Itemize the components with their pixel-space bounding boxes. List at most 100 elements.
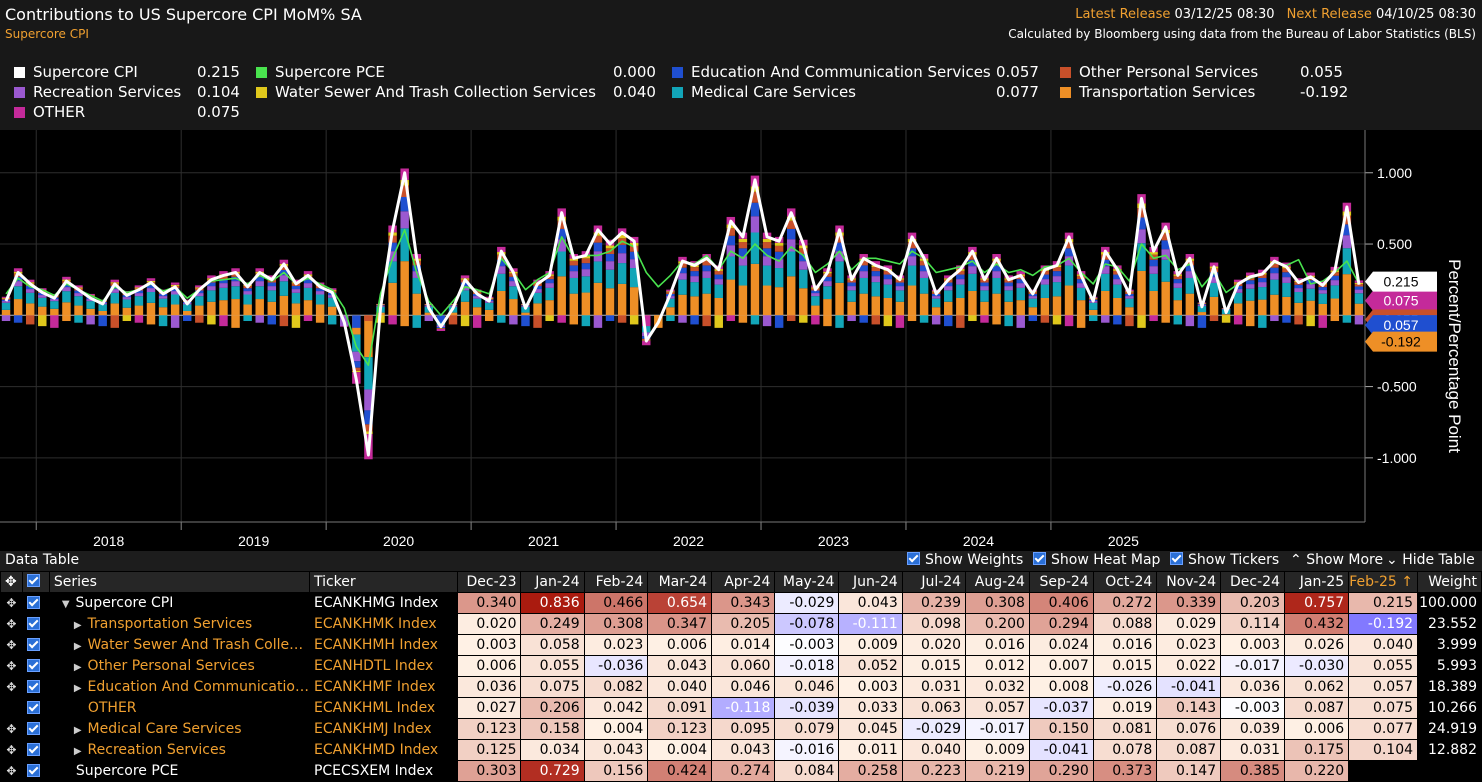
move-icon[interactable]: ✥ [0, 592, 23, 614]
bar-segment [1185, 271, 1195, 278]
table-cell: 0.034 [520, 739, 585, 761]
move-icon[interactable]: ✥ [0, 676, 23, 698]
series-name[interactable]: ▼ Supercore CPI [48, 592, 310, 614]
show-heatmap-toggle[interactable]: Show Heat Map [1033, 552, 1160, 568]
select-all-checkbox[interactable] [21, 571, 50, 593]
expand-icon[interactable]: ▶ [73, 725, 82, 736]
series-name[interactable]: ▶ Water Sewer And Trash Colle… [48, 634, 310, 656]
col-header-weight[interactable]: Weight [1417, 571, 1482, 593]
col-header-month[interactable]: Dec-23 [456, 571, 522, 593]
row-checkbox[interactable] [21, 718, 50, 740]
bar-segment [170, 315, 180, 328]
col-header-month[interactable]: Nov-24 [1156, 571, 1222, 593]
move-icon[interactable]: ✥ [0, 739, 23, 761]
col-header-month[interactable]: May-24 [774, 571, 840, 593]
table-row[interactable]: OTHER ECANKHML Index 0.027 0.206 0.042 0.091-… [0, 697, 1482, 719]
legend-item[interactable]: Medical Care Services 0.077 [672, 82, 1039, 102]
series-name[interactable]: Supercore PCE [48, 760, 310, 782]
legend-item[interactable]: Supercore PCE 0.000 [256, 62, 656, 82]
series-label: Supercore PCE [75, 763, 179, 779]
row-checkbox[interactable] [21, 760, 50, 782]
col-header-month[interactable]: Oct-24 [1092, 571, 1158, 593]
legend-item[interactable]: Transportation Services -0.192 [1060, 82, 1348, 102]
table-cell: 0.729 [520, 760, 585, 782]
move-icon[interactable]: ✥ [0, 634, 23, 656]
bar-segment [642, 315, 651, 327]
table-row[interactable]: ✥ ▶ Transportation Services ECANKHMK Index 0… [0, 613, 1482, 635]
show-more-button[interactable]: ⌃ Show More [1290, 552, 1383, 568]
bar-segment [460, 275, 470, 279]
table-cell: 0.125 [456, 739, 522, 761]
col-header-month[interactable]: Apr-24 [710, 571, 776, 593]
expand-icon[interactable]: ▶ [73, 683, 82, 694]
move-icon[interactable]: ✥ [0, 613, 23, 635]
series-name[interactable]: ▶ Recreation Services [48, 739, 310, 761]
series-name[interactable]: ▶ Other Personal Services [48, 655, 310, 677]
row-checkbox[interactable] [21, 592, 50, 614]
table-cell: 0.258 [838, 760, 903, 782]
move-icon[interactable]: ✥ [0, 571, 23, 593]
table-row[interactable]: ✥ Supercore PCE PCECSXEM Index 0.303 0.729 0.… [0, 760, 1482, 782]
bar-segment [666, 298, 675, 308]
bar-segment [1209, 272, 1219, 278]
col-header-month[interactable]: Aug-24 [965, 571, 1030, 593]
col-header-month[interactable]: Sep-24 [1028, 571, 1094, 593]
show-weights-toggle[interactable]: Show Weights [907, 552, 1023, 568]
table-row[interactable]: ✥ ▼ Supercore CPI ECANKHMG Index 0.340 0.836 0… [0, 592, 1482, 614]
col-header-ticker[interactable]: Ticker [308, 571, 458, 593]
series-name[interactable]: ▶ Education And Communicatio… [48, 676, 310, 698]
row-checkbox[interactable] [21, 697, 50, 719]
row-checkbox[interactable] [21, 634, 50, 656]
expand-icon[interactable]: ▶ [73, 662, 82, 673]
table-row[interactable]: ✥ ▶ Water Sewer And Trash Colle… ECANKHMH I… [0, 634, 1482, 656]
table-row[interactable]: ✥ ▶ Other Personal Services ECANHDTL Index 0… [0, 655, 1482, 677]
table-row[interactable]: ✥ ▶ Medical Care Services ECANKHMJ Index 0.1… [0, 718, 1482, 740]
row-checkbox[interactable] [21, 655, 50, 677]
bar-segment [1064, 285, 1074, 316]
legend-item[interactable]: Water Sewer And Trash Collection Service… [256, 82, 656, 102]
bar-segment [992, 260, 1001, 266]
legend-item[interactable]: Supercore CPI 0.215 [14, 62, 240, 82]
table-row[interactable]: ✥ ▶ Recreation Services ECANKHMD Index 0.125… [0, 739, 1482, 761]
move-icon[interactable]: ✥ [0, 655, 23, 677]
show-tickers-toggle[interactable]: Show Tickers [1170, 552, 1279, 568]
move-icon[interactable]: ✥ [0, 760, 23, 782]
col-header-month-sorted[interactable]: Feb-25 ↑ [1348, 571, 1419, 593]
bar-segment [291, 279, 301, 283]
expand-icon[interactable]: ▶ [73, 620, 82, 631]
legend-item[interactable]: OTHER 0.075 [14, 102, 240, 122]
collapse-icon[interactable]: ▼ [61, 599, 70, 610]
col-header-month[interactable]: Dec-24 [1220, 571, 1285, 593]
series-name[interactable]: ▶ Transportation Services [48, 613, 310, 635]
row-checkbox[interactable] [21, 676, 50, 698]
bar-segment [1137, 243, 1146, 271]
col-header-month[interactable]: Jul-24 [901, 571, 967, 593]
col-header-series[interactable]: Series [48, 571, 310, 593]
expand-icon[interactable]: ▶ [73, 746, 82, 757]
chevrons-down-icon: ⌄ [1386, 552, 1398, 568]
legend-item[interactable]: Recreation Services 0.104 [14, 82, 240, 102]
bar-segment [13, 286, 23, 300]
bar-segment [1161, 315, 1170, 323]
table-cell: -0.037 [1028, 697, 1094, 719]
bar-segment [207, 275, 216, 279]
bar-segment [545, 275, 554, 280]
row-checkbox[interactable] [21, 739, 50, 761]
bar-segment [484, 302, 494, 310]
legend-item[interactable]: Education And Communication Services 0.05… [672, 62, 1039, 82]
col-header-month[interactable]: Feb-24 [583, 571, 649, 593]
expand-icon[interactable]: ▶ [73, 641, 82, 652]
col-header-month[interactable]: Mar-24 [647, 571, 712, 593]
move-icon[interactable] [0, 697, 23, 719]
table-row[interactable]: ✥ ▶ Education And Communicatio… ECANKHMF In… [0, 676, 1482, 698]
hide-table-button[interactable]: ⌄ Hide Table [1386, 552, 1475, 568]
move-icon[interactable]: ✥ [0, 718, 23, 740]
col-header-month[interactable]: Jan-24 [520, 571, 585, 593]
legend-item[interactable]: Other Personal Services 0.055 [1060, 62, 1343, 82]
series-name[interactable]: OTHER [48, 697, 310, 719]
series-name[interactable]: ▶ Medical Care Services [48, 718, 310, 740]
row-checkbox[interactable] [21, 613, 50, 635]
weight-cell: 3.999 [1417, 634, 1482, 656]
col-header-month[interactable]: Jun-24 [838, 571, 903, 593]
col-header-month[interactable]: Jan-25 [1283, 571, 1350, 593]
